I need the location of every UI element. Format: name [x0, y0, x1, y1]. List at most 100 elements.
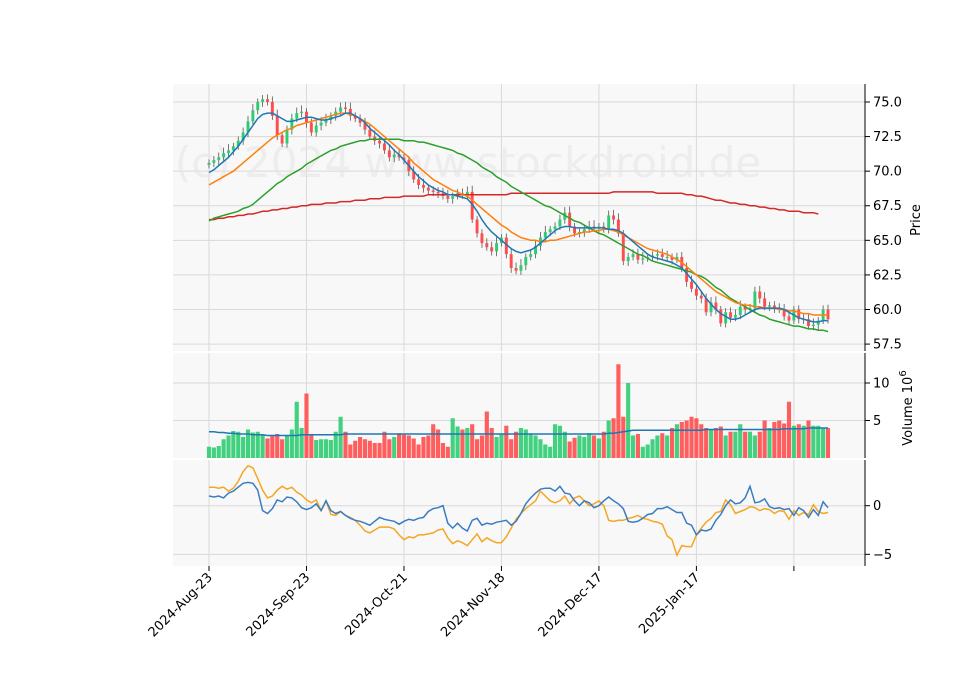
volume-bar — [777, 420, 782, 458]
candle-body — [353, 115, 357, 119]
candle-body — [558, 219, 562, 227]
volume-bar — [509, 439, 514, 458]
candle-body — [543, 232, 547, 238]
candle-body — [212, 160, 216, 163]
candle-body — [514, 267, 518, 271]
candle-body — [344, 107, 347, 109]
candle-body — [256, 101, 260, 111]
volume-bar — [713, 428, 718, 458]
price-y-tick-label: 67.5 — [873, 199, 902, 214]
candle-body — [616, 219, 620, 234]
candle-body — [207, 162, 211, 165]
volume-bar — [674, 424, 679, 458]
x-tick-label: 2024-Nov-18 — [438, 570, 508, 640]
candle-body — [568, 212, 572, 227]
x-tick-label: 2024-Sep-23 — [244, 570, 314, 640]
candle-body — [397, 154, 401, 158]
candle-body — [519, 265, 523, 271]
candle-body — [495, 243, 499, 252]
candle-body — [261, 99, 265, 102]
ma-long-line — [208, 138, 829, 333]
candle-body — [275, 115, 279, 136]
candle-body — [704, 298, 708, 313]
volume-bar — [377, 443, 382, 458]
candle-body — [807, 319, 810, 327]
volume-bar — [518, 428, 524, 458]
candle-body — [675, 256, 679, 260]
candle-body — [787, 316, 791, 321]
candle-body — [690, 281, 693, 289]
volume-bar — [825, 428, 831, 458]
volume-bar — [587, 433, 592, 458]
volume-bar — [743, 431, 748, 458]
volume-bar — [250, 432, 255, 458]
macd-y-tick-label: 0 — [873, 499, 881, 514]
volume-bar — [762, 420, 767, 458]
volume-bar — [640, 446, 645, 458]
volume-bar — [577, 435, 582, 458]
volume-bar — [699, 424, 704, 458]
x-tick-label: 2024-Aug-23 — [146, 570, 216, 640]
candle-body — [387, 150, 391, 158]
volume-bar — [270, 435, 275, 458]
candle-body — [314, 125, 318, 133]
x-tick-label: 2024-Oct-21 — [342, 570, 410, 638]
volume-bar — [426, 435, 431, 458]
volume-bar — [816, 425, 821, 458]
candle-body — [402, 157, 406, 161]
volume-bar — [684, 420, 689, 458]
volume-bar — [479, 435, 485, 458]
volume-bar — [606, 420, 611, 458]
volume-bar — [557, 425, 563, 458]
candle-body — [280, 135, 284, 144]
volume-bar — [538, 439, 543, 458]
volume-bar — [694, 418, 699, 458]
volume-bar — [548, 446, 553, 458]
volume-bar — [655, 435, 660, 458]
volume-bar — [708, 429, 714, 458]
volume-bar — [616, 364, 621, 458]
volume-bar — [513, 431, 519, 458]
volume-bar — [752, 435, 757, 458]
candle-body — [266, 99, 269, 102]
volume-bar — [362, 439, 368, 458]
volume-bar — [294, 401, 299, 458]
volume-bar — [440, 443, 446, 458]
candle-body — [626, 256, 630, 262]
volume-bar — [367, 440, 372, 458]
volume-bar — [265, 438, 270, 458]
candle-body — [529, 254, 533, 257]
candle-body — [699, 295, 703, 299]
volume-bar — [245, 429, 251, 458]
volume-bar — [436, 429, 441, 458]
candle-body — [670, 256, 674, 260]
candle-body — [324, 119, 328, 123]
x-tick-label: 2024-Dec-17 — [536, 570, 606, 640]
volume-bar — [421, 437, 426, 458]
macd-panel-bg — [173, 460, 865, 566]
volume-bar — [543, 444, 548, 458]
candle-body — [524, 256, 528, 266]
candle-body — [368, 129, 372, 137]
candle-body — [412, 171, 416, 180]
volume-bar — [260, 435, 265, 458]
volume-bar — [401, 434, 407, 458]
volume-bar — [689, 416, 694, 458]
volume-bar — [635, 434, 640, 458]
volume-bar — [650, 439, 655, 458]
volume-bar — [416, 444, 421, 458]
volume-bar — [704, 428, 709, 458]
ma-short-line — [208, 112, 828, 323]
price-y-tick-label: 75.0 — [873, 95, 902, 110]
candle-body — [392, 154, 396, 158]
candle-body — [685, 267, 689, 282]
price-y-tick-label: 57.5 — [873, 338, 902, 353]
x-tick-label: 2025-Jan-17 — [636, 570, 703, 637]
candle-body — [573, 226, 577, 234]
macd-y-tick-label: −5 — [873, 548, 892, 563]
volume-bar — [328, 440, 333, 458]
candle-body — [421, 184, 425, 188]
candle-body — [641, 258, 645, 260]
volume-bar — [338, 416, 343, 458]
volume-bar — [226, 435, 231, 458]
